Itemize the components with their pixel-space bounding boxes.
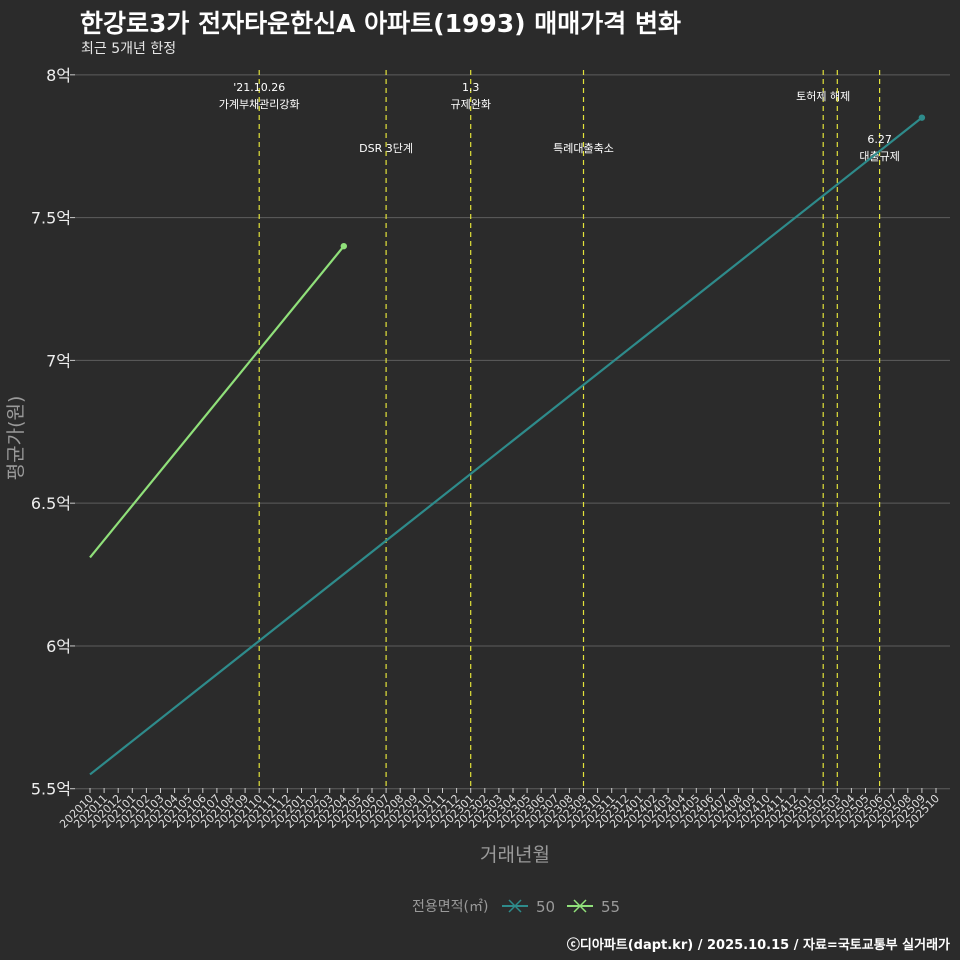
series-lines [89, 114, 926, 776]
legend-label: 55 [601, 898, 620, 916]
y-tick-label: 8억 [46, 66, 71, 85]
event-annotation: 1.3 [462, 81, 480, 94]
event-annotation: '21.10.26 [233, 81, 285, 94]
legend: 전용면적(㎡) 50 55 [412, 898, 620, 916]
y-tick-label: 7억 [46, 351, 71, 370]
series-end-point-55 [340, 242, 347, 250]
series-line-55 [89, 245, 345, 559]
event-annotation: DSR 3단계 [359, 142, 413, 155]
y-axis-label: 평균가(원) [5, 396, 27, 481]
y-axis: 5.5억 6억 6.5억 7억 7.5억 8억 [31, 66, 75, 799]
event-annotation: 6.27 [867, 133, 892, 146]
legend-item-55: 55 [567, 898, 620, 916]
legend-title: 전용면적(㎡) [412, 899, 488, 915]
event-annotation: 규제완화 [450, 98, 490, 111]
event-annotation: 가계부채관리강화 [219, 98, 300, 111]
x-axis: 2020102020112020122021012021022021032021… [57, 788, 942, 831]
chart-title: 한강로3가 전자타운한신A 아파트(1993) 매매가격 변화 [80, 9, 681, 38]
chart-subtitle: 최근 5개년 한정 [81, 41, 177, 57]
legend-key-cross [573, 899, 587, 913]
source-caption: ⓒ디아파트(dapt.kr) / 2025.10.15 / 자료=국토교통부 실… [566, 938, 950, 953]
series-end-point-50 [918, 114, 926, 121]
legend-label: 50 [536, 898, 555, 916]
x-axis-label: 거래년월 [480, 844, 550, 866]
event-annotation: 특례대출축소 [553, 142, 614, 155]
y-tick-label: 5.5억 [31, 780, 71, 799]
y-tick-label: 6억 [46, 637, 71, 656]
legend-key-cross [508, 899, 522, 913]
y-tick-label: 7.5억 [31, 209, 71, 228]
y-tick-label: 6.5억 [31, 494, 71, 513]
series-line-50 [89, 116, 923, 776]
event-annotation: 토허제 해제 [796, 89, 850, 103]
legend-item-50: 50 [502, 898, 555, 916]
